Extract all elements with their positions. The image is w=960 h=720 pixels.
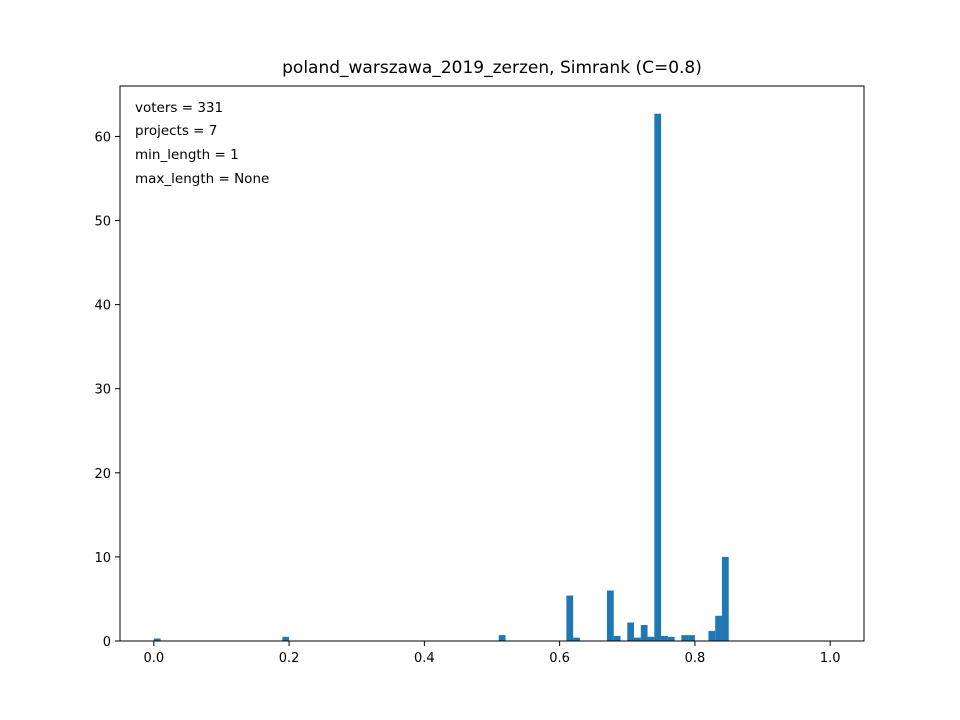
- y-axis-ticks: 0 10 20 30 40 50 60: [94, 130, 120, 650]
- histogram-bar: [715, 615, 722, 641]
- histogram-bar: [498, 635, 506, 641]
- annotation-voters: voters = 331: [135, 100, 223, 116]
- y-tick-label: 10: [94, 551, 111, 566]
- x-tick-label: 0.4: [414, 651, 435, 666]
- histogram-bar: [566, 595, 574, 641]
- histogram-bar: [627, 622, 635, 641]
- histogram-bar: [647, 636, 655, 641]
- histogram-bar: [634, 637, 641, 641]
- histogram-bar: [654, 113, 662, 641]
- stats-annotation: voters = 331 projects = 7 min_length = 1…: [135, 100, 269, 187]
- y-tick-label: 20: [94, 467, 111, 482]
- bars-layer: [153, 113, 729, 641]
- histogram-bar: [681, 635, 689, 641]
- histogram-bar: [721, 556, 729, 641]
- histogram-bar: [708, 630, 716, 641]
- histogram-bar: [153, 638, 161, 641]
- y-tick-label: 0: [103, 635, 111, 650]
- x-tick-label: 1.0: [820, 651, 841, 666]
- histogram-bar: [667, 636, 675, 641]
- histogram-bar: [282, 636, 290, 641]
- x-tick-label: 0.2: [279, 651, 300, 666]
- annotation-min-length: min_length = 1: [135, 147, 239, 163]
- x-tick-label: 0.8: [685, 651, 706, 666]
- histogram-bar: [606, 590, 614, 641]
- chart-title: poland_warszawa_2019_zerzen, Simrank (C=…: [282, 58, 702, 78]
- x-tick-label: 0.6: [549, 651, 570, 666]
- histogram-bar: [613, 635, 621, 641]
- histogram-bar: [573, 637, 580, 641]
- x-tick-label: 0.0: [143, 651, 164, 666]
- y-tick-label: 40: [94, 299, 111, 314]
- histogram-bar: [640, 625, 648, 641]
- x-axis-ticks: 0.0 0.2 0.4 0.6 0.8 1.0: [143, 641, 841, 666]
- y-tick-label: 50: [94, 215, 111, 230]
- histogram-bar: [688, 635, 695, 641]
- plot-frame: [119, 85, 865, 642]
- y-tick-label: 60: [94, 130, 111, 145]
- y-tick-label: 30: [94, 383, 111, 398]
- annotation-projects: projects = 7: [135, 123, 217, 139]
- histogram-bar: [661, 635, 668, 641]
- annotation-max-length: max_length = None: [135, 171, 269, 187]
